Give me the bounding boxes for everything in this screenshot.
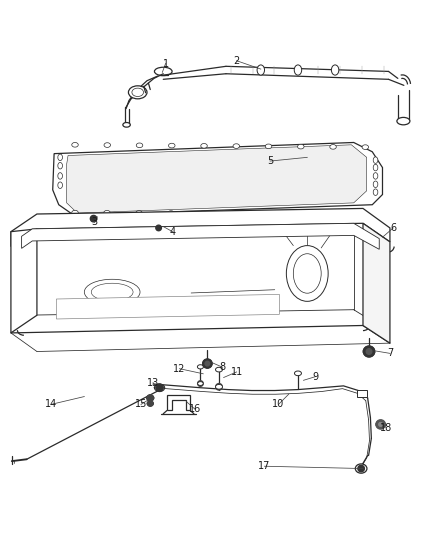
- Ellipse shape: [296, 212, 302, 216]
- Ellipse shape: [215, 367, 223, 372]
- Polygon shape: [363, 223, 390, 343]
- Ellipse shape: [294, 371, 301, 376]
- Ellipse shape: [360, 212, 366, 216]
- Ellipse shape: [147, 395, 154, 401]
- Text: 18: 18: [380, 423, 392, 433]
- Ellipse shape: [373, 164, 378, 171]
- Circle shape: [156, 225, 162, 231]
- Text: 4: 4: [170, 227, 176, 237]
- Text: 7: 7: [387, 349, 393, 358]
- Circle shape: [198, 381, 203, 386]
- Ellipse shape: [376, 421, 385, 428]
- Text: 2: 2: [233, 56, 240, 66]
- Text: 5: 5: [267, 156, 273, 166]
- Circle shape: [148, 401, 153, 406]
- Text: 16: 16: [189, 404, 201, 414]
- Ellipse shape: [373, 181, 378, 188]
- Ellipse shape: [286, 246, 328, 301]
- Ellipse shape: [72, 142, 78, 147]
- Text: 9: 9: [313, 372, 319, 382]
- Polygon shape: [11, 229, 37, 333]
- Ellipse shape: [373, 189, 378, 196]
- Ellipse shape: [89, 216, 98, 221]
- Ellipse shape: [58, 173, 63, 179]
- Ellipse shape: [104, 143, 110, 148]
- Ellipse shape: [58, 154, 63, 160]
- Ellipse shape: [136, 211, 142, 215]
- Polygon shape: [53, 142, 382, 215]
- Circle shape: [156, 384, 163, 391]
- Text: 13: 13: [147, 377, 159, 387]
- Text: 1: 1: [162, 59, 169, 69]
- Ellipse shape: [297, 144, 304, 149]
- Ellipse shape: [355, 464, 367, 473]
- Circle shape: [205, 361, 210, 366]
- Ellipse shape: [168, 211, 174, 215]
- Ellipse shape: [330, 144, 336, 149]
- Polygon shape: [357, 390, 367, 397]
- Ellipse shape: [373, 173, 378, 179]
- Ellipse shape: [373, 157, 378, 164]
- Circle shape: [364, 346, 374, 357]
- Circle shape: [379, 423, 382, 426]
- Ellipse shape: [136, 143, 143, 148]
- Circle shape: [216, 384, 222, 390]
- Text: 3: 3: [92, 217, 98, 228]
- Circle shape: [90, 215, 97, 222]
- Text: 6: 6: [390, 223, 396, 233]
- Ellipse shape: [200, 211, 206, 215]
- Text: 11: 11: [230, 367, 243, 377]
- Ellipse shape: [362, 145, 368, 149]
- Ellipse shape: [123, 123, 130, 127]
- Ellipse shape: [203, 359, 212, 368]
- Ellipse shape: [198, 382, 203, 385]
- Polygon shape: [21, 223, 379, 249]
- Ellipse shape: [91, 283, 133, 301]
- Polygon shape: [57, 294, 279, 319]
- Ellipse shape: [233, 144, 240, 148]
- Ellipse shape: [232, 211, 238, 216]
- Circle shape: [203, 359, 212, 368]
- Circle shape: [358, 465, 364, 472]
- Ellipse shape: [198, 365, 203, 369]
- Ellipse shape: [128, 86, 147, 99]
- Text: 17: 17: [258, 461, 271, 471]
- Ellipse shape: [265, 144, 272, 149]
- Ellipse shape: [72, 211, 78, 215]
- Text: 8: 8: [219, 362, 226, 372]
- Ellipse shape: [155, 384, 165, 391]
- Text: 10: 10: [272, 399, 285, 409]
- Circle shape: [147, 395, 153, 401]
- Ellipse shape: [147, 401, 153, 406]
- Ellipse shape: [328, 212, 334, 216]
- Ellipse shape: [58, 182, 63, 189]
- Text: 12: 12: [173, 364, 186, 374]
- Ellipse shape: [293, 254, 321, 293]
- Ellipse shape: [257, 65, 265, 75]
- Text: 15: 15: [135, 399, 147, 409]
- Ellipse shape: [215, 384, 223, 389]
- Text: 14: 14: [45, 399, 57, 409]
- Circle shape: [376, 420, 385, 429]
- Ellipse shape: [397, 117, 410, 125]
- Polygon shape: [67, 145, 367, 213]
- Ellipse shape: [201, 143, 207, 148]
- Ellipse shape: [58, 163, 63, 169]
- Ellipse shape: [264, 211, 270, 216]
- Polygon shape: [167, 395, 190, 410]
- Ellipse shape: [169, 143, 175, 148]
- Ellipse shape: [155, 67, 172, 76]
- Ellipse shape: [155, 225, 162, 230]
- Ellipse shape: [132, 88, 144, 96]
- Polygon shape: [11, 208, 390, 247]
- Ellipse shape: [294, 65, 302, 75]
- Ellipse shape: [363, 346, 375, 357]
- Ellipse shape: [84, 279, 140, 305]
- Ellipse shape: [104, 211, 110, 215]
- Ellipse shape: [332, 65, 339, 75]
- Circle shape: [366, 349, 372, 354]
